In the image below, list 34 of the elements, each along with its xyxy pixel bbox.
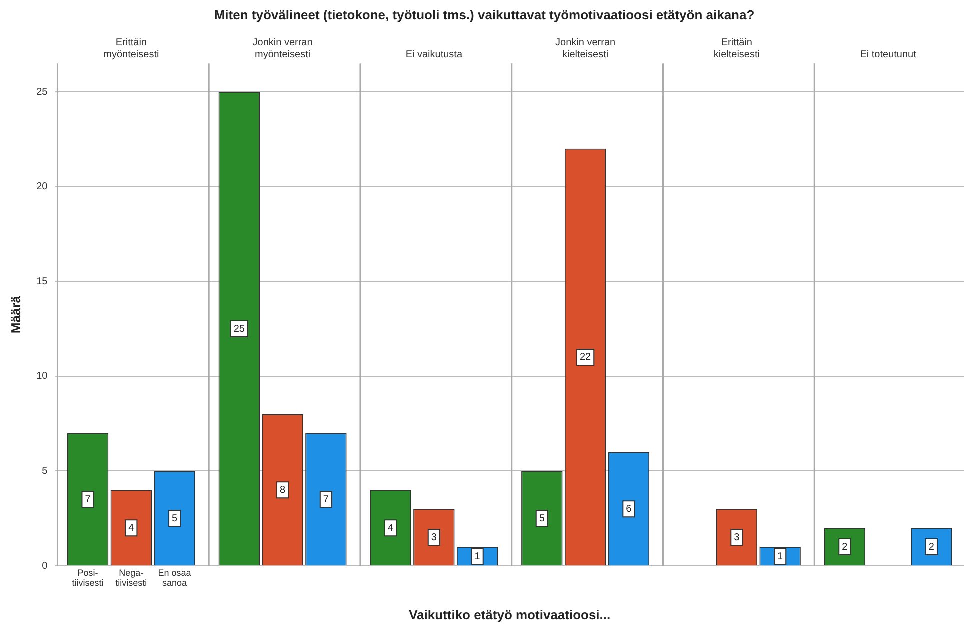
series-label: Nega-tiivisesti bbox=[116, 568, 148, 588]
data-label: 1 bbox=[778, 551, 784, 562]
x-tick-label: Ei toteutunut bbox=[860, 49, 917, 60]
series-label: En osaa sanoa bbox=[158, 568, 192, 588]
x-tick-label: Jonkin verran kielteisesti bbox=[556, 37, 616, 60]
y-tick-label: 10 bbox=[36, 371, 48, 382]
x-tick-label: Ei vaikutusta bbox=[406, 49, 463, 60]
data-label: 7 bbox=[85, 494, 92, 506]
data-label: 4 bbox=[128, 522, 135, 534]
data-label: 6 bbox=[626, 504, 632, 515]
data-label: 8 bbox=[280, 484, 286, 496]
y-axis-title: Määrä bbox=[8, 295, 24, 334]
series-label: Posi-tiivisesti bbox=[72, 568, 104, 588]
y-tick-label: 25 bbox=[36, 86, 48, 98]
y-tick-label: 20 bbox=[36, 182, 48, 193]
y-tick-label: 0 bbox=[42, 560, 48, 572]
x-tick-label: Erittäin myönteisesti bbox=[104, 37, 160, 60]
data-label: 25 bbox=[234, 324, 246, 335]
y-tick-label: 5 bbox=[42, 466, 48, 477]
data-label: 4 bbox=[388, 522, 394, 534]
chart-title: Miten työvälineet (tietokone, työtuoli tms.) vaikuttavat työmotivaatioosi etätyön aikana? bbox=[214, 7, 755, 22]
x-axis-title: Vaikuttiko etätyö motivaatioosi... bbox=[409, 608, 611, 623]
data-label: 5 bbox=[172, 513, 178, 524]
data-label: 3 bbox=[431, 532, 438, 544]
x-tick-label: Erittäin kielteisesti bbox=[714, 37, 760, 60]
data-label: 3 bbox=[734, 532, 740, 544]
data-label: 7 bbox=[323, 494, 330, 506]
data-label: 2 bbox=[842, 542, 848, 553]
data-label: 1 bbox=[474, 551, 481, 562]
data-label: 22 bbox=[580, 352, 592, 364]
x-tick-label: Jonkin verran myönteisesti bbox=[252, 37, 313, 60]
y-tick-label: 15 bbox=[36, 276, 48, 288]
data-label: 5 bbox=[539, 513, 546, 524]
data-label: 2 bbox=[928, 542, 935, 553]
